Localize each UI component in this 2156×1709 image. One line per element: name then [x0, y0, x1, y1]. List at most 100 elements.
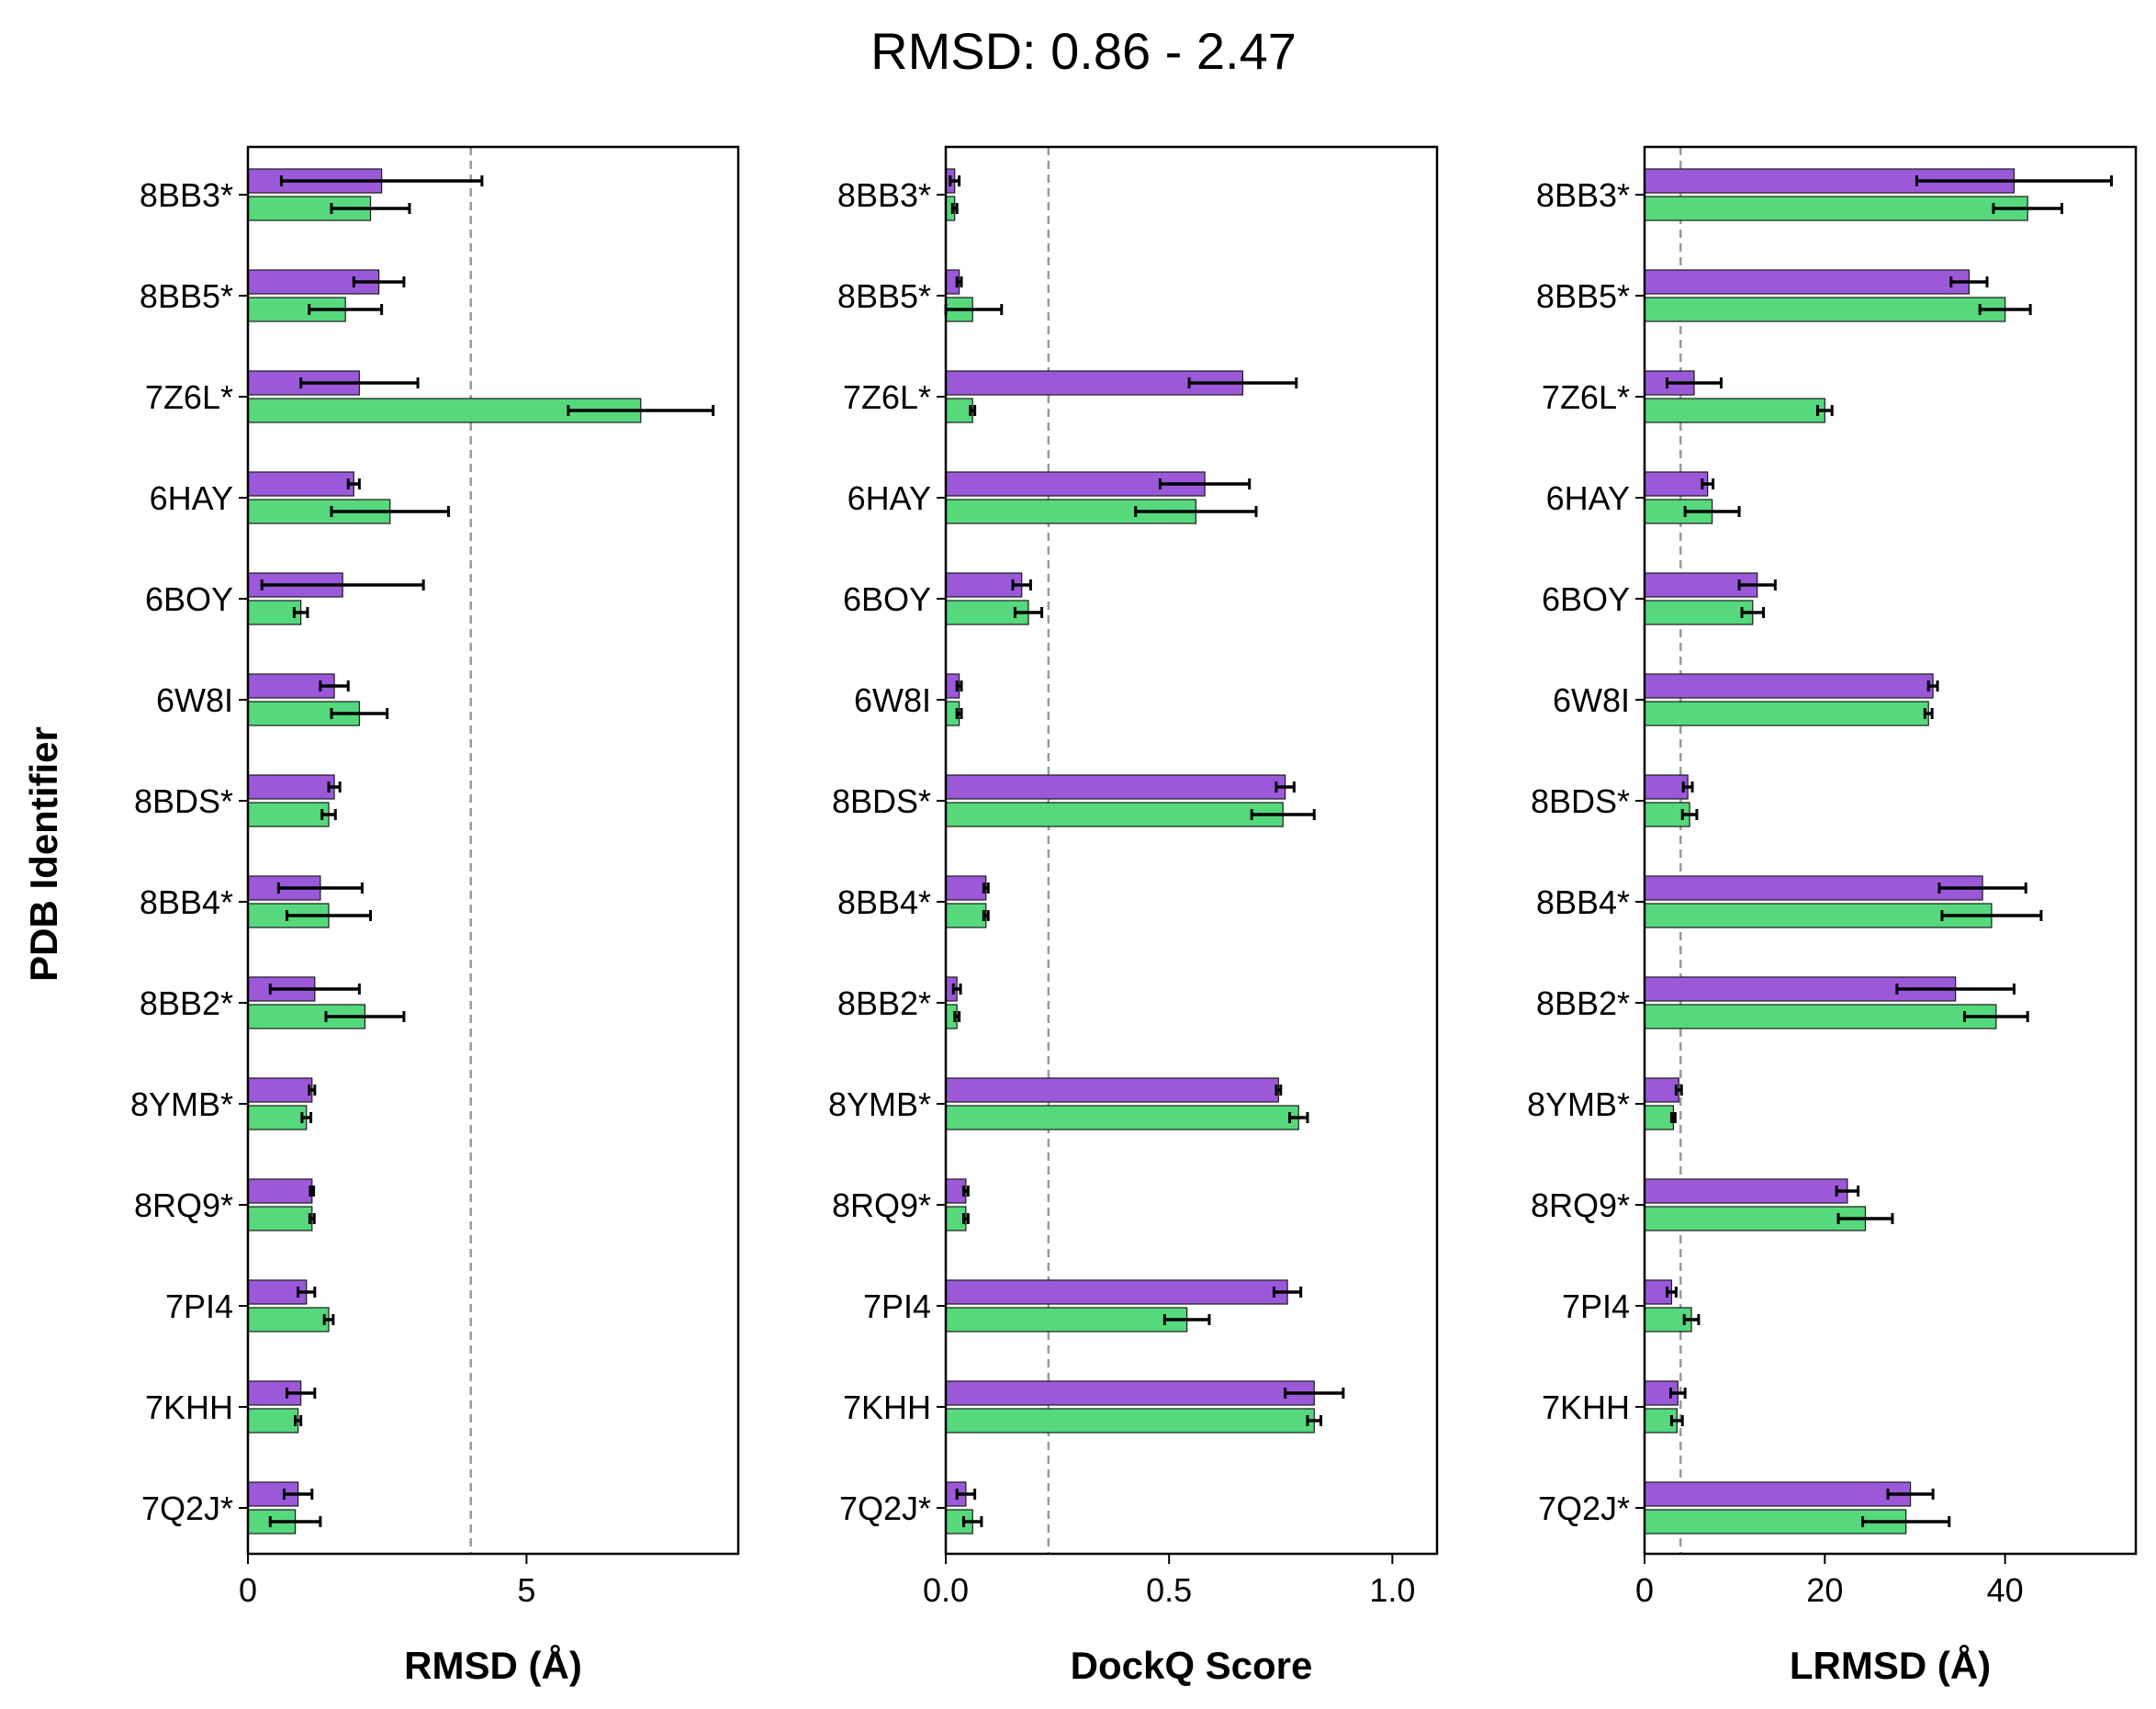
bar-7PI4-s2 — [247, 1307, 330, 1332]
bar-8BDS*-s1 — [1644, 774, 1689, 800]
y-tick-label: 8BDS* — [134, 782, 233, 820]
bar-8BDS*-s2 — [247, 802, 330, 827]
y-tick-label: 7KHH — [145, 1389, 233, 1426]
y-axis-title: PDB Identifier — [22, 726, 65, 982]
bar-8BB4*-s2 — [945, 903, 987, 928]
x-tick-label: 5 — [517, 1571, 535, 1609]
y-tick-label: 8BB3* — [1536, 176, 1630, 214]
bar-8BB2*-s2 — [1644, 1004, 1997, 1029]
y-tick-label: 6HAY — [848, 479, 931, 517]
plot-frame — [246, 145, 740, 1556]
y-tick-label: 8BB5* — [1536, 277, 1630, 315]
bar-8BB4*-s1 — [945, 875, 987, 901]
x-axis-title: LRMSD (Å) — [1790, 1644, 1991, 1687]
y-tick-label: 8RQ9* — [832, 1186, 931, 1224]
x-tick-label: 20 — [1806, 1571, 1843, 1609]
y-tick-label: 8RQ9* — [1531, 1186, 1630, 1224]
bar-7Z6L*-s2 — [945, 398, 973, 423]
bar-7PI4-s2 — [945, 1307, 1188, 1332]
x-tick-label: 0.5 — [1146, 1571, 1192, 1609]
bar-6W8I-s2 — [1644, 701, 1929, 726]
y-tick-label: 6W8I — [1553, 681, 1630, 719]
y-tick-label: 7PI4 — [863, 1287, 931, 1325]
y-tick-label: 8BB2* — [1536, 984, 1630, 1022]
y-tick-label: 7Z6L* — [145, 378, 233, 416]
bar-8BDS*-s2 — [945, 802, 1284, 827]
bar-6W8I-s1 — [1644, 673, 1934, 699]
y-tick-label: 7PI4 — [165, 1287, 233, 1325]
y-tick-label: 7Q2J* — [1538, 1490, 1630, 1527]
y-tick-label: 8RQ9* — [134, 1186, 233, 1224]
bar-8YMB*-s1 — [247, 1077, 313, 1103]
x-tick-label: 0.0 — [923, 1571, 969, 1609]
y-tick-label: 7Q2J* — [839, 1490, 931, 1527]
x-axis-title: RMSD (Å) — [404, 1644, 582, 1687]
bar-8BB4*-s1 — [1644, 875, 1983, 901]
bar-8RQ9*-s2 — [1644, 1206, 1867, 1231]
y-tick-label: 8BB4* — [1536, 883, 1630, 921]
bar-6HAY-s1 — [247, 471, 354, 497]
y-tick-label: 8BB5* — [140, 277, 233, 315]
y-tick-label: 7KHH — [1542, 1389, 1630, 1426]
y-tick-label: 8BB2* — [140, 984, 233, 1022]
y-tick-label: 6HAY — [1546, 479, 1630, 517]
bar-7KHH-s2 — [247, 1408, 299, 1434]
panel-1: 8BB3* 8BB5* 7Z6L* 6HAY 6BOY 6W8I 8BDS* 8BB4* 8BB… — [130, 145, 740, 1687]
bar-7PI4-s1 — [247, 1279, 308, 1305]
bar-8RQ9*-s1 — [247, 1178, 313, 1204]
y-tick-label: 6BOY — [843, 580, 931, 618]
bar-8RQ9*-s2 — [247, 1206, 313, 1231]
bar-7Z6L*-s2 — [1644, 398, 1825, 423]
bar-8YMB*-s2 — [945, 1105, 1299, 1130]
y-tick-label: 7Z6L* — [843, 378, 931, 416]
bar-6HAY-s1 — [1644, 471, 1709, 497]
bar-8BB5*-s1 — [1644, 269, 1970, 295]
bar-7Q2J*-s1 — [1644, 1481, 1912, 1507]
chart-panels: 8BB3* 8BB5* 7Z6L* 6HAY 6BOY 6W8I 8BDS* 8BB4* 8BB… — [130, 145, 2138, 1687]
panel-3: 8BB3* 8BB5* 7Z6L* 6HAY 6BOY 6W8I 8BDS* 8BB4* 8BB… — [1527, 145, 2138, 1687]
y-tick-label: 8BB4* — [837, 883, 931, 921]
panel-2: 8BB3* 8BB5* 7Z6L* 6HAY 6BOY 6W8I 8BDS* 8BB4* 8BB… — [828, 145, 1439, 1687]
bar-8BDS*-s1 — [945, 774, 1286, 800]
x-tick-label: 0 — [1635, 1571, 1654, 1609]
bar-6BOY-s1 — [945, 572, 1023, 598]
y-tick-label: 7Q2J* — [141, 1490, 233, 1527]
y-tick-label: 8BB3* — [837, 176, 931, 214]
y-tick-label: 7Z6L* — [1542, 378, 1630, 416]
y-tick-label: 8BB4* — [140, 883, 233, 921]
bar-7PI4-s1 — [1644, 1279, 1673, 1305]
bar-8RQ9*-s1 — [1644, 1178, 1848, 1204]
y-tick-label: 8BDS* — [832, 782, 931, 820]
x-axis-title: DockQ Score — [1071, 1644, 1313, 1687]
x-tick-label: 40 — [1987, 1571, 2024, 1609]
plot-frame — [944, 145, 1439, 1556]
y-tick-label: 6BOY — [145, 580, 233, 618]
y-tick-label: 6HAY — [150, 479, 233, 517]
y-tick-label: 8BB2* — [837, 984, 931, 1022]
bar-8YMB*-s1 — [945, 1077, 1279, 1103]
bar-6BOY-s2 — [1644, 600, 1754, 625]
bar-8BDS*-s1 — [247, 774, 335, 800]
plot-frame — [1643, 145, 2138, 1556]
bar-7KHH-s2 — [945, 1408, 1315, 1434]
x-tick-label: 0 — [239, 1571, 257, 1609]
y-tick-label: 8YMB* — [1527, 1085, 1630, 1123]
y-tick-label: 8BB5* — [837, 277, 931, 315]
y-tick-label: 8BB3* — [140, 176, 233, 214]
bar-8BB5*-s2 — [1644, 297, 2006, 322]
bar-8BB4*-s2 — [1644, 903, 1993, 928]
y-tick-label: 6W8I — [156, 681, 233, 719]
bar-7PI4-s1 — [945, 1279, 1288, 1305]
y-tick-label: 8BDS* — [1531, 782, 1630, 820]
y-tick-label: 7KHH — [843, 1389, 931, 1426]
bar-7KHH-s1 — [945, 1380, 1315, 1406]
y-tick-label: 8YMB* — [130, 1085, 233, 1123]
y-tick-label: 6W8I — [854, 681, 931, 719]
bar-8YMB*-s1 — [1644, 1077, 1679, 1103]
bar-8BB3*-s2 — [1644, 196, 2028, 221]
bar-8YMB*-s2 — [247, 1105, 308, 1130]
y-tick-label: 7PI4 — [1562, 1287, 1630, 1325]
bar-8YMB*-s2 — [1644, 1105, 1675, 1130]
y-tick-label: 6BOY — [1542, 580, 1630, 618]
